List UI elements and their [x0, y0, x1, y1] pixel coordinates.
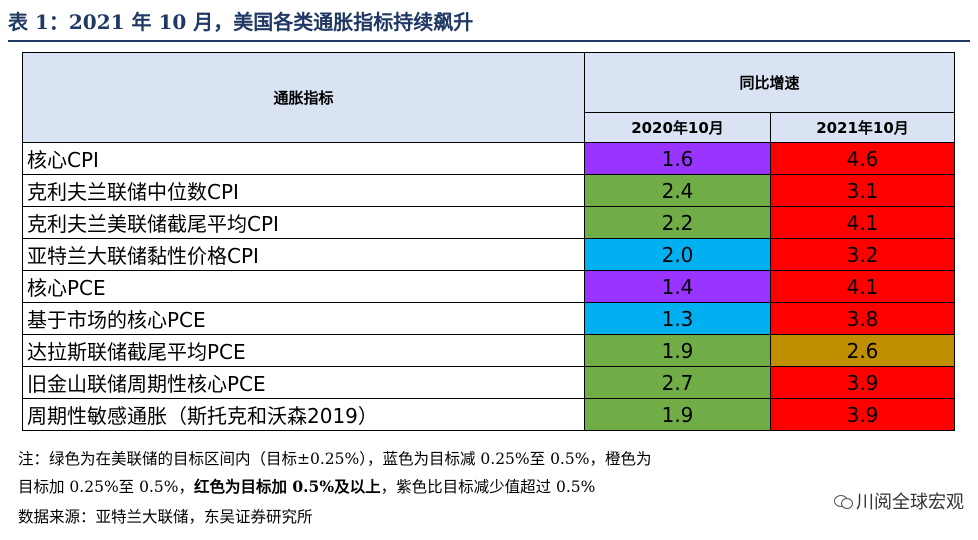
value-2021-oct: 3.2	[769, 238, 956, 271]
value-2020-oct: 2.0	[584, 238, 771, 271]
value-2020-oct: 2.7	[584, 366, 771, 399]
header-yoy-growth: 同比增速	[583, 52, 956, 113]
header-2021-oct: 2021年10月	[769, 112, 956, 143]
watermark-text: 川阅全球宏观	[856, 492, 964, 513]
header-indicator: 通胀指标	[22, 52, 585, 143]
table-row: 达拉斯联储截尾平均PCE 1.9 2.6	[22, 334, 956, 367]
table-row: 基于市场的核心PCE 1.3 3.8	[22, 302, 956, 335]
indicator-name: 核心PCE	[22, 270, 585, 303]
value-2021-oct: 2.6	[769, 334, 956, 367]
table-row: 核心PCE 1.4 4.1	[22, 270, 956, 303]
table-row: 亚特兰大联储黏性价格CPI 2.0 3.2	[22, 238, 956, 271]
note-line-2-start: 目标加 0.25%至 0.5%，	[18, 478, 194, 496]
indicator-name: 周期性敏感通胀（斯托克和沃森2019）	[22, 398, 585, 431]
table-row: 核心CPI 1.6 4.6	[22, 142, 956, 175]
table-title: 表 1：2021 年 10 月，美国各类通胀指标持续飙升	[8, 10, 474, 34]
value-2021-oct: 3.9	[769, 366, 956, 399]
indicator-name: 克利夫兰联储中位数CPI	[22, 174, 585, 207]
title-divider	[8, 40, 970, 42]
inflation-table: 通胀指标 同比增速 2020年10月 2021年10月 核心CPI 1.6 4.6 克…	[22, 52, 956, 431]
value-2021-oct: 4.1	[769, 270, 956, 303]
value-2020-oct: 1.3	[584, 302, 771, 335]
value-2021-oct: 4.6	[769, 142, 956, 175]
value-2020-oct: 2.2	[584, 206, 771, 239]
note-line-2-end: ，紫色比目标减少值超过 0.5%	[380, 478, 596, 496]
note-line-2-bold: 红色为目标加 0.5%及以上	[193, 477, 381, 496]
table-row: 克利夫兰美联储截尾平均CPI 2.2 4.1	[22, 206, 956, 239]
indicator-name: 达拉斯联储截尾平均PCE	[22, 334, 585, 367]
value-2020-oct: 1.4	[584, 270, 771, 303]
data-source: 数据来源：亚特兰大联储，东吴证券研究所	[18, 508, 313, 526]
value-2020-oct: 1.9	[584, 334, 771, 367]
wechat-icon	[834, 494, 853, 509]
table-row: 克利夫兰联储中位数CPI 2.4 3.1	[22, 174, 956, 207]
note-line-2: 目标加 0.25%至 0.5%，红色为目标加 0.5%及以上，紫色比目标减少值超…	[18, 474, 963, 500]
value-2021-oct: 3.1	[769, 174, 956, 207]
note-line-1: 注：绿色为在美联储的目标区间内（目标±0.25%），蓝色为目标减 0.25%至 …	[18, 450, 652, 468]
indicator-name: 基于市场的核心PCE	[22, 302, 585, 335]
watermark: 川阅全球宏观	[834, 488, 964, 514]
value-2021-oct: 3.9	[769, 398, 956, 431]
indicator-name: 核心CPI	[22, 142, 585, 175]
value-2021-oct: 3.8	[769, 302, 956, 335]
value-2021-oct: 4.1	[769, 206, 956, 239]
indicator-name: 亚特兰大联储黏性价格CPI	[22, 238, 585, 271]
table-row: 周期性敏感通胀（斯托克和沃森2019） 1.9 3.9	[22, 398, 956, 431]
table-row: 旧金山联储周期性核心PCE 2.7 3.9	[22, 366, 956, 399]
indicator-name: 克利夫兰美联储截尾平均CPI	[22, 206, 585, 239]
value-2020-oct: 2.4	[584, 174, 771, 207]
indicator-name: 旧金山联储周期性核心PCE	[22, 366, 585, 399]
value-2020-oct: 1.9	[584, 398, 771, 431]
header-2020-oct: 2020年10月	[584, 112, 771, 143]
value-2020-oct: 1.6	[584, 142, 771, 175]
